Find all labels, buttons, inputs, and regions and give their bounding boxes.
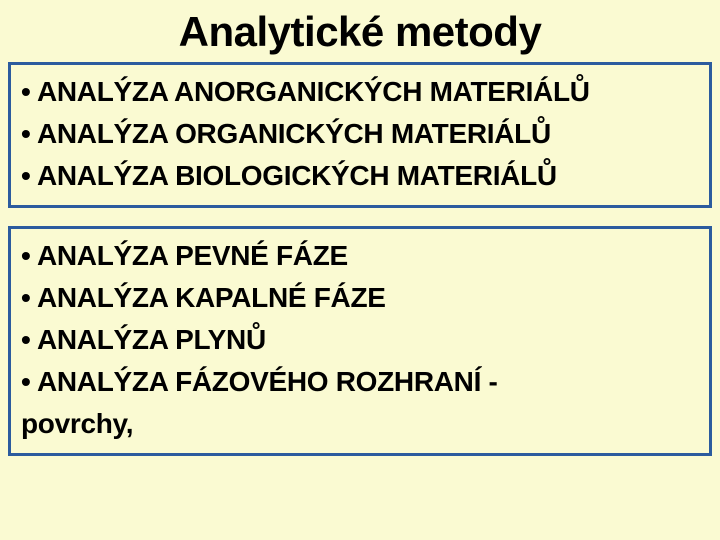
bullet-item: • ANALÝZA ORGANICKÝCH MATERIÁLŮ	[21, 113, 699, 155]
bullet-item: • ANALÝZA BIOLOGICKÝCH MATERIÁLŮ	[21, 155, 699, 197]
bullet-text: ANALÝZA BIOLOGICKÝCH MATERIÁLŮ	[37, 160, 557, 191]
bullet-symbol: •	[21, 282, 31, 313]
slide: Analytické metody • ANALÝZA ANORGANICKÝC…	[0, 0, 720, 540]
bullet-symbol: •	[21, 76, 31, 107]
bullet-text: ANALÝZA PLYNŮ	[37, 324, 266, 355]
bullet-item: • ANALÝZA FÁZOVÉHO ROZHRANÍ -	[21, 361, 699, 403]
bullet-symbol: •	[21, 366, 31, 397]
bullet-text: ANALÝZA PEVNÉ FÁZE	[37, 240, 348, 271]
bullet-item: • ANALÝZA KAPALNÉ FÁZE	[21, 277, 699, 319]
box-material-analysis: • ANALÝZA ANORGANICKÝCH MATERIÁLŮ • ANAL…	[8, 62, 712, 208]
slide-title: Analytické metody	[0, 8, 720, 56]
bullet-text: ANALÝZA FÁZOVÉHO ROZHRANÍ -	[37, 366, 498, 397]
bullet-item: • ANALÝZA PEVNÉ FÁZE	[21, 235, 699, 277]
bullet-text: ANALÝZA ORGANICKÝCH MATERIÁLŮ	[37, 118, 551, 149]
bullet-text: ANALÝZA ANORGANICKÝCH MATERIÁLŮ	[37, 76, 590, 107]
box-phase-analysis: • ANALÝZA PEVNÉ FÁZE • ANALÝZA KAPALNÉ F…	[8, 226, 712, 456]
bullet-symbol: •	[21, 324, 31, 355]
bullet-text: ANALÝZA KAPALNÉ FÁZE	[37, 282, 386, 313]
trailing-text: povrchy,	[21, 403, 699, 445]
bullet-item: • ANALÝZA ANORGANICKÝCH MATERIÁLŮ	[21, 71, 699, 113]
bullet-symbol: •	[21, 240, 31, 271]
bullet-symbol: •	[21, 118, 31, 149]
bullet-item: • ANALÝZA PLYNŮ	[21, 319, 699, 361]
bullet-symbol: •	[21, 160, 31, 191]
